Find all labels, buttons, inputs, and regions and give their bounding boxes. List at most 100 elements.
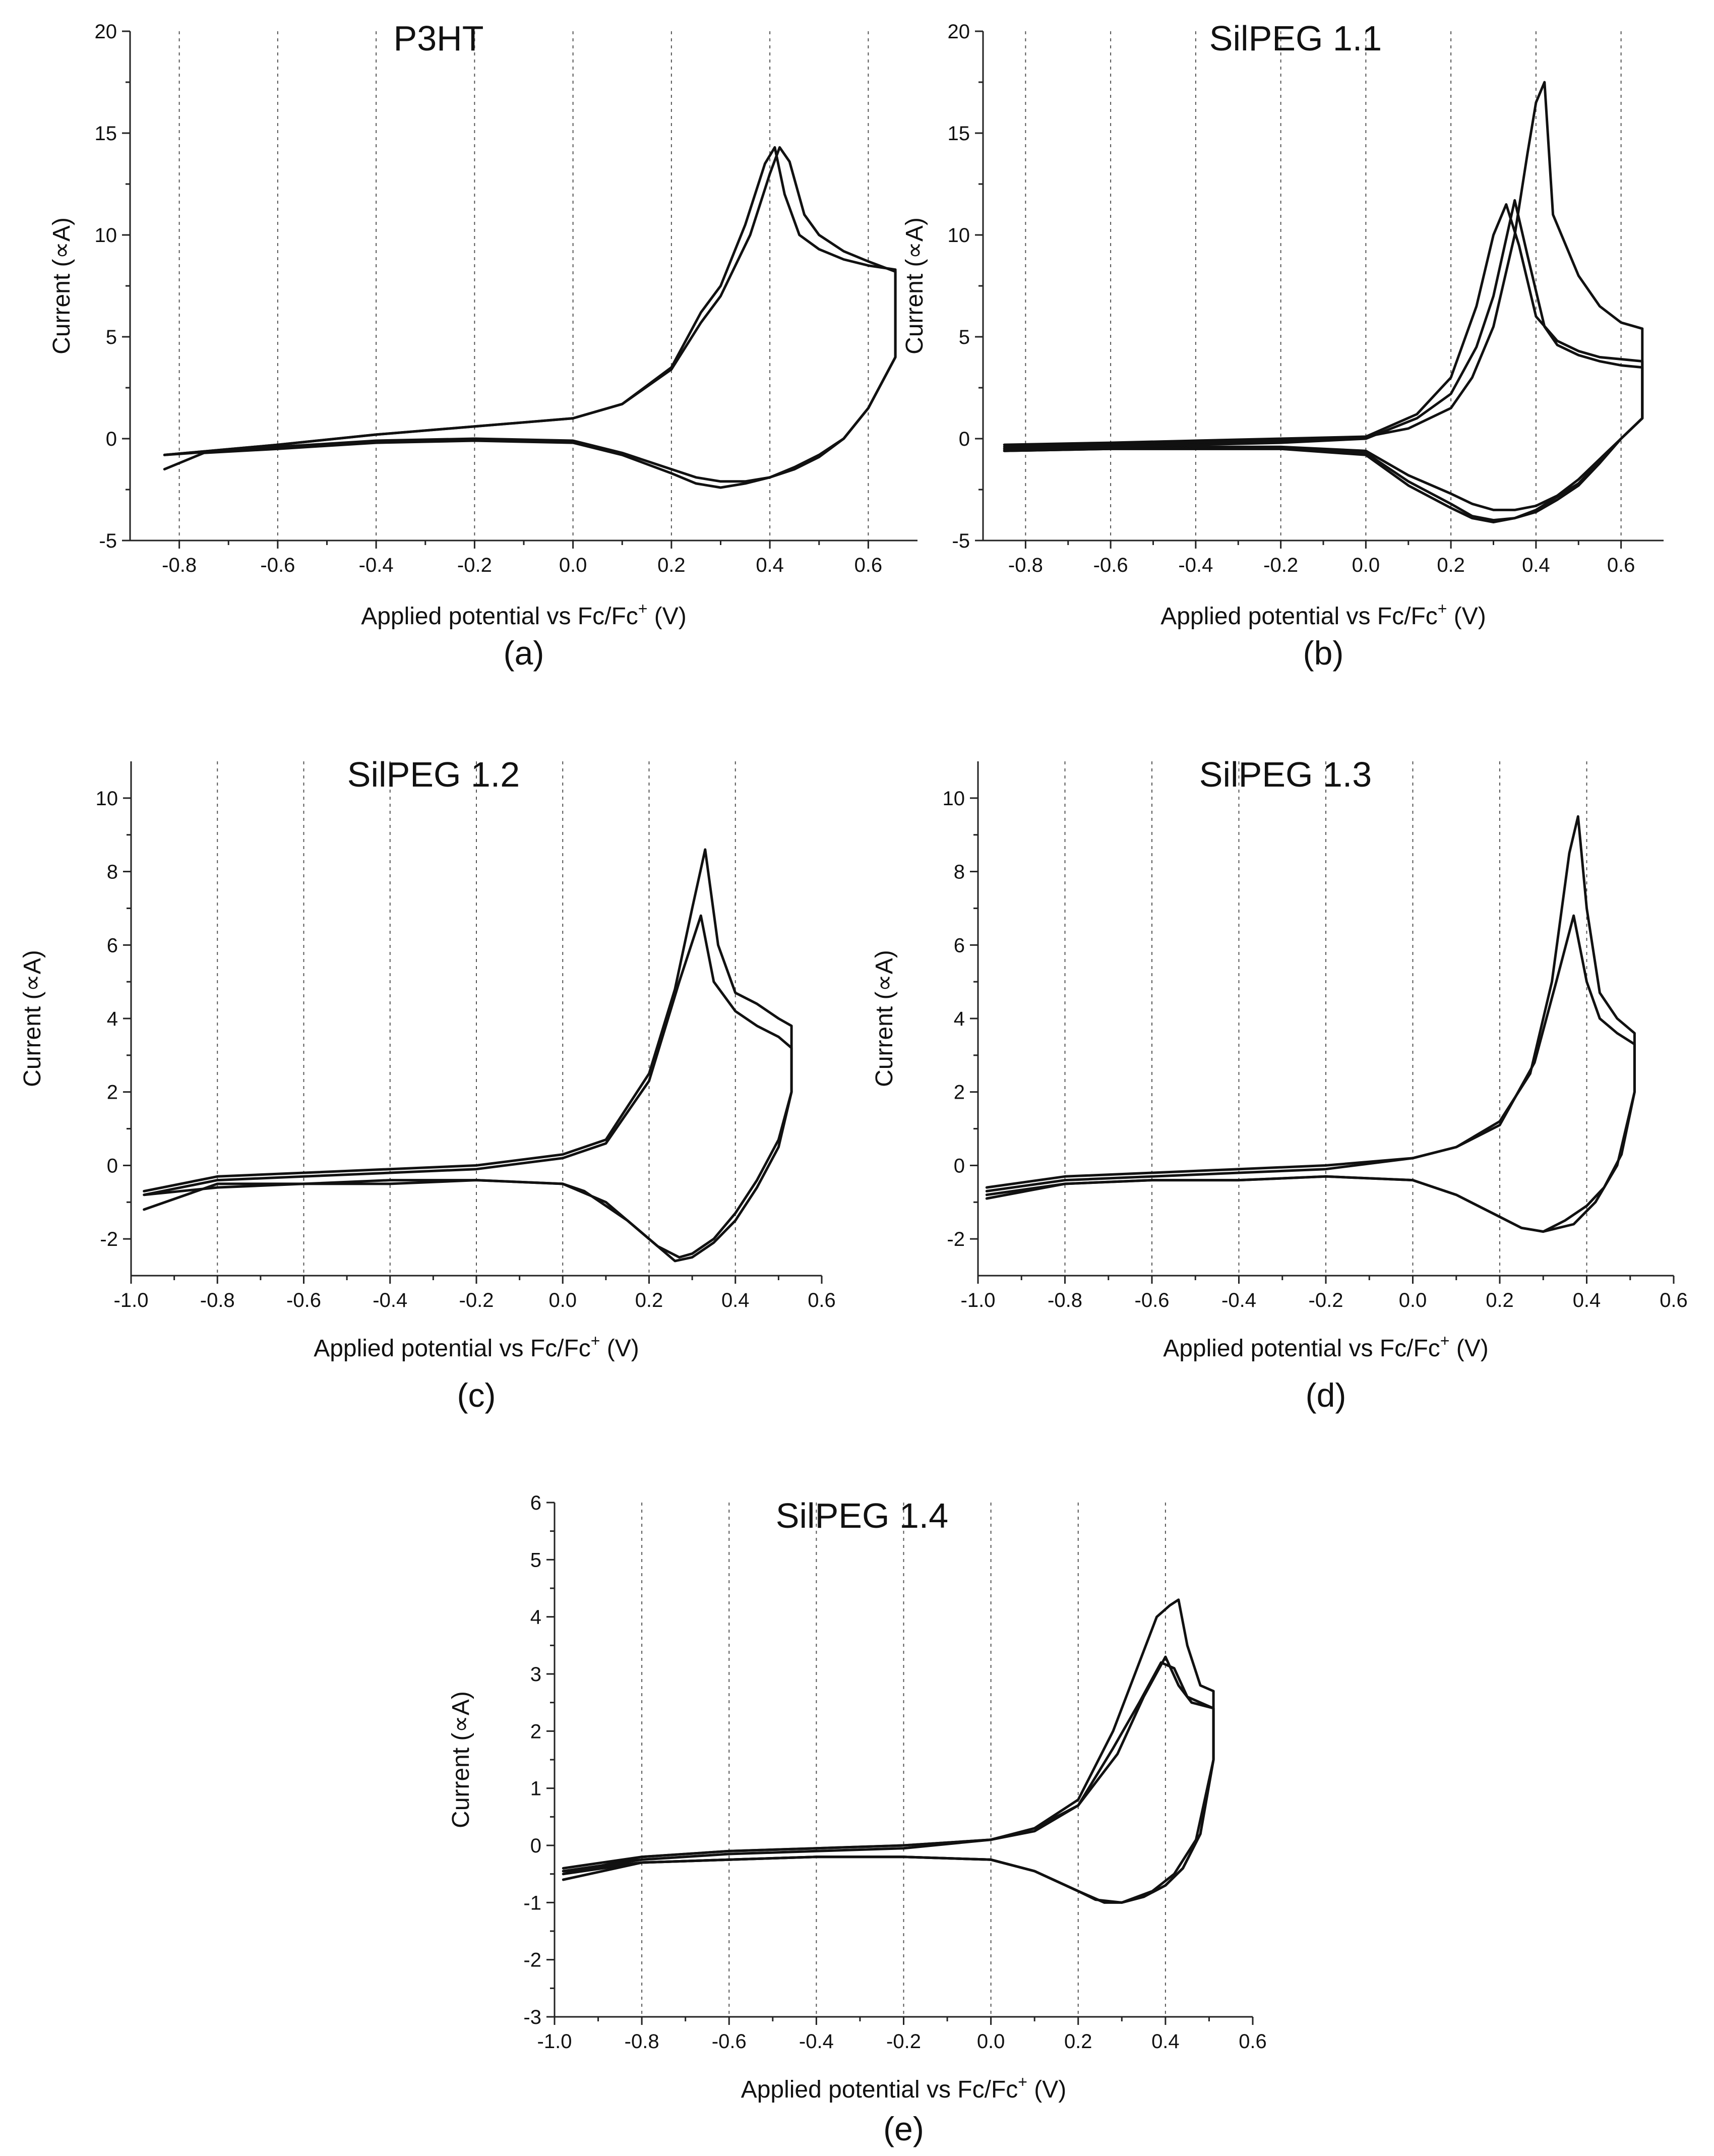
y-tick-label-e-0: -3 — [523, 2006, 541, 2028]
y-tick-label-b-2: 5 — [959, 326, 970, 348]
y-tick-label-d-1: 0 — [954, 1155, 965, 1177]
x-tick-label-e-3: -0.4 — [799, 2030, 834, 2053]
x-tick-label-b-1: -0.6 — [1093, 554, 1128, 576]
series-line-d-2 — [985, 914, 1636, 1233]
x-tick-label-a-6: 0.4 — [756, 554, 784, 576]
x-tick-label-e-5: 0.0 — [977, 2030, 1005, 2053]
x-tick-label-b-6: 0.4 — [1522, 554, 1550, 576]
y-tick-label-e-7: 4 — [530, 1606, 541, 1629]
x-axis-label-main-b: Applied potential vs Fc/Fc — [1160, 603, 1438, 630]
x-tick-label-c-4: -0.2 — [459, 1289, 494, 1311]
x-tick-label-b-3: -0.2 — [1263, 554, 1298, 576]
y-tick-label-d-5: 8 — [954, 861, 965, 883]
y-tick-label-b-4: 15 — [948, 123, 970, 145]
x-axis-label-tail-a: (V) — [647, 603, 686, 630]
y-tick-label-a-4: 15 — [95, 123, 117, 145]
x-axis-label-tail-b: (V) — [1447, 603, 1486, 630]
y-tick-label-e-1: -2 — [523, 1949, 541, 1971]
x-axis-label-tail-e: (V) — [1027, 2076, 1066, 2103]
x-tick-label-a-2: -0.4 — [359, 554, 394, 576]
y-tick-label-d-4: 6 — [954, 934, 965, 956]
x-axis-label-sup-d: + — [1440, 1332, 1450, 1350]
y-tick-label-e-4: 1 — [530, 1778, 541, 1800]
y-tick-label-e-8: 5 — [530, 1549, 541, 1571]
x-tick-label-d-3: -0.4 — [1221, 1289, 1256, 1311]
y-tick-label-a-0: -5 — [99, 530, 117, 552]
x-tick-label-a-1: -0.6 — [260, 554, 295, 576]
x-tick-label-c-8: 0.6 — [808, 1289, 836, 1311]
x-tick-label-d-5: 0.0 — [1399, 1289, 1427, 1311]
x-tick-label-c-6: 0.2 — [635, 1289, 663, 1311]
y-tick-label-b-5: 20 — [948, 21, 970, 43]
x-tick-label-b-5: 0.2 — [1437, 554, 1465, 576]
y-tick-label-b-3: 10 — [948, 224, 970, 247]
y-tick-label-e-9: 6 — [530, 1492, 541, 1514]
y-tick-label-a-1: 0 — [106, 428, 117, 450]
series-line-a-2 — [163, 146, 897, 489]
x-axis-label-sup-b: + — [1438, 600, 1447, 618]
chart-panel-d: -1.0 -0.8 -0.6 -0.4 -0.2 0.0 0.2 0.4 0.6 -2 0 2 4 6 8 1… — [871, 755, 1688, 1414]
series-line-e-3 — [562, 1655, 1215, 1904]
y-tick-label-a-5: 20 — [95, 21, 117, 43]
series-line-c-1 — [143, 848, 793, 1259]
y-tick-label-c-3: 4 — [107, 1008, 118, 1030]
y-tick-label-d-0: -2 — [947, 1228, 965, 1250]
x-axis-label-sup-c: + — [591, 1332, 600, 1350]
x-axis-label-e: Applied potential vs Fc/Fc+ (V) — [741, 2073, 1067, 2103]
x-axis-label-main-d: Applied potential vs Fc/Fc — [1163, 1335, 1440, 1362]
x-axis-label-main-a: Applied potential vs Fc/Fc — [361, 603, 638, 630]
y-axis-label-e: Current (∝A) — [448, 1691, 474, 1828]
y-tick-label-c-4: 6 — [107, 934, 118, 956]
x-tick-label-e-8: 0.6 — [1239, 2030, 1267, 2053]
x-tick-label-d-2: -0.6 — [1135, 1289, 1170, 1311]
x-axis-label-d: Applied potential vs Fc/Fc+ (V) — [1163, 1332, 1489, 1362]
x-tick-label-d-4: -0.2 — [1309, 1289, 1343, 1311]
x-tick-label-d-6: 0.2 — [1486, 1289, 1514, 1311]
x-tick-label-b-4: 0.0 — [1352, 554, 1380, 576]
y-axis-label-d: Current (∝A) — [871, 950, 898, 1087]
y-tick-label-a-3: 10 — [95, 224, 117, 247]
x-tick-label-c-2: -0.6 — [286, 1289, 321, 1311]
y-tick-label-c-2: 2 — [107, 1082, 118, 1104]
x-tick-label-c-1: -0.8 — [200, 1289, 235, 1311]
x-tick-label-a-7: 0.6 — [854, 554, 883, 576]
y-tick-label-c-1: 0 — [107, 1155, 118, 1177]
x-axis-label-main-e: Applied potential vs Fc/Fc — [741, 2076, 1018, 2103]
x-tick-label-b-2: -0.4 — [1178, 554, 1213, 576]
series-line-e-2 — [562, 1661, 1215, 1904]
x-tick-label-e-7: 0.4 — [1151, 2030, 1180, 2053]
series-line-c-2 — [143, 914, 793, 1263]
x-axis-label-b: Applied potential vs Fc/Fc+ (V) — [1160, 600, 1486, 630]
x-tick-label-c-7: 0.4 — [721, 1289, 750, 1311]
x-tick-label-c-3: -0.4 — [373, 1289, 407, 1311]
chart-title-c: SilPEG 1.2 — [347, 755, 520, 794]
x-axis-label-main-c: Applied potential vs Fc/Fc — [314, 1335, 591, 1362]
y-tick-label-c-0: -2 — [100, 1228, 118, 1250]
x-tick-label-e-2: -0.6 — [712, 2030, 747, 2053]
x-tick-label-b-0: -0.8 — [1008, 554, 1043, 576]
chart-panel-c: -1.0 -0.8 -0.6 -0.4 -0.2 0.0 0.2 0.4 0.6 -2 0 2 4 6 8 1… — [19, 755, 836, 1414]
x-tick-label-e-0: -1.0 — [537, 2030, 572, 2053]
chart-panel-e: -1.0 -0.8 -0.6 -0.4 -0.2 0.0 0.2 0.4 0.6 -3 -2 -1 0 1… — [448, 1492, 1267, 2147]
x-axis-label-tail-c: (V) — [600, 1335, 639, 1362]
y-tick-label-e-3: 0 — [530, 1835, 541, 1857]
series-line-a-1 — [163, 146, 897, 483]
chart-title-b: SilPEG 1.1 — [1209, 19, 1382, 58]
x-tick-label-d-7: 0.4 — [1573, 1289, 1601, 1311]
x-tick-label-a-3: -0.2 — [457, 554, 492, 576]
x-axis-label-sup-a: + — [638, 600, 648, 618]
chart-title-e: SilPEG 1.4 — [776, 1496, 948, 1535]
x-axis-label-a: Applied potential vs Fc/Fc+ (V) — [361, 600, 687, 630]
x-tick-label-a-4: 0.0 — [559, 554, 587, 576]
y-axis-label-c: Current (∝A) — [19, 950, 46, 1087]
y-tick-label-c-6: 10 — [96, 788, 118, 810]
y-axis-label-a: Current (∝A) — [48, 217, 75, 354]
series-line-b-1 — [1003, 81, 1644, 511]
x-tick-label-c-5: 0.0 — [548, 1289, 577, 1311]
series-line-b-3 — [1003, 199, 1644, 522]
y-tick-label-e-6: 3 — [530, 1663, 541, 1686]
y-axis-label-b: Current (∝A) — [901, 217, 928, 354]
y-tick-label-e-2: -1 — [523, 1892, 541, 1914]
chart-panel-a: -0.8 -0.6 -0.4 -0.2 0.0 0.2 0.4 0.6 -5 0 5 10 15 20 P3… — [48, 19, 917, 672]
